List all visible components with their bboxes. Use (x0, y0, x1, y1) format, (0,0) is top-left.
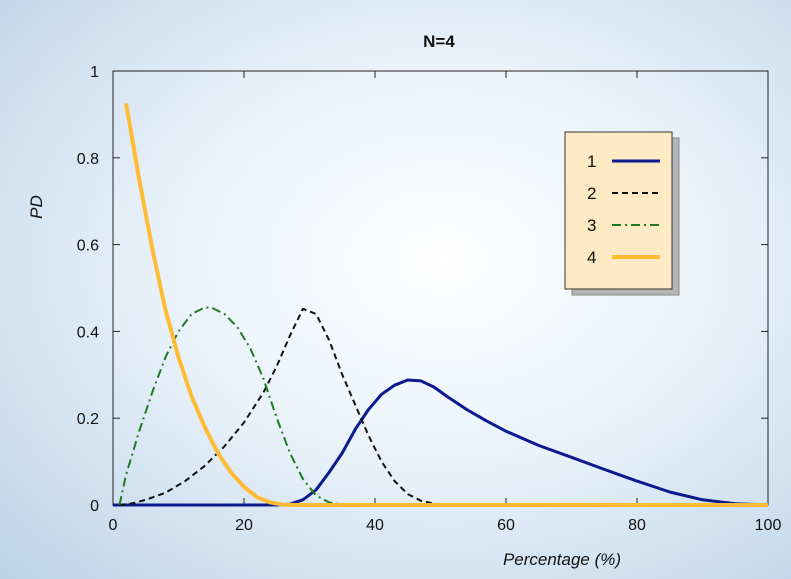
y-axis: 0 0.2 0.4 0.6 0.8 1 (77, 64, 768, 515)
x-axis-title: Percentage (%) (503, 550, 621, 569)
chart-title: N=4 (423, 32, 455, 51)
legend-label-1: 1 (587, 152, 596, 171)
x-tick-label: 60 (497, 517, 515, 534)
legend-label-3: 3 (587, 216, 596, 235)
x-tick-label: 0 (109, 517, 118, 534)
x-tick-label: 20 (235, 517, 253, 534)
legend-box (564, 131, 673, 290)
x-tick-label: 80 (628, 517, 646, 534)
series-line-3 (118, 306, 768, 506)
y-tick-label: 0.2 (77, 411, 99, 428)
x-axis: 0 20 40 60 80 100 (109, 71, 782, 534)
x-tick-label: 40 (366, 517, 384, 534)
series-line-2 (119, 307, 768, 506)
series-line-1 (113, 378, 769, 507)
series-line-4 (124, 103, 768, 507)
y-axis-title: PD (27, 195, 46, 219)
y-tick-label: 0 (90, 498, 99, 515)
legend-label-2: 2 (587, 184, 596, 203)
x-tick-label: 100 (755, 517, 782, 534)
y-tick-label: 0.4 (77, 324, 99, 341)
series-layer (113, 103, 769, 507)
legend-label-4: 4 (587, 248, 596, 267)
y-tick-label: 0.8 (77, 151, 99, 168)
y-tick-label: 0.6 (77, 238, 99, 255)
legend: 1 2 3 4 (564, 131, 680, 296)
y-tick-label: 1 (90, 64, 99, 81)
